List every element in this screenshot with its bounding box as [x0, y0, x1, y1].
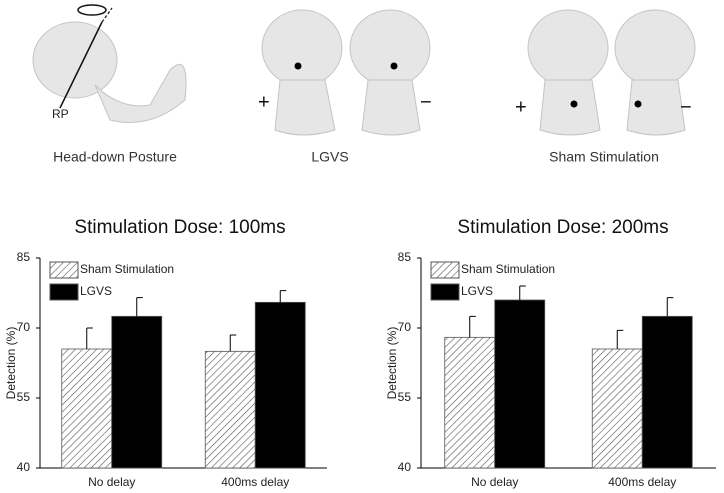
- error-bar: [519, 285, 526, 300]
- error-bar: [666, 297, 674, 317]
- caption: Sham Stimulation: [549, 149, 659, 165]
- head-down-illustration: RP: [32, 4, 187, 123]
- legend-swatch: [49, 283, 79, 301]
- plus-sign: +: [258, 91, 270, 113]
- x-tick-label: No delay: [471, 475, 518, 489]
- legend-label: LGVS: [80, 284, 112, 298]
- y-tick-label: 85: [398, 250, 412, 264]
- error-bar: [86, 327, 93, 349]
- rp-label: RP: [52, 107, 69, 121]
- y-tick-label: 85: [17, 250, 31, 264]
- y-tick-label: 70: [17, 320, 31, 334]
- y-tick-label: 55: [398, 390, 412, 404]
- y-axis-label: Detection (%): [4, 327, 18, 400]
- y-tick-label: 70: [398, 320, 412, 334]
- bar: [444, 336, 496, 469]
- legend-label: Sham Stimulation: [461, 262, 555, 276]
- error-bar: [229, 334, 237, 352]
- bar: [494, 299, 546, 469]
- error-bar: [616, 329, 624, 349]
- x-tick-label: No delay: [88, 475, 135, 489]
- chart-title: Stimulation Dose: 200ms: [457, 217, 668, 238]
- y-tick-label: 40: [17, 460, 31, 474]
- y-axis-label: Detection (%): [385, 327, 399, 400]
- legend-label: Sham Stimulation: [80, 262, 174, 276]
- x-tick-label: 400ms delay: [608, 475, 676, 489]
- error-bar: [136, 297, 143, 317]
- caption: Head-down Posture: [53, 149, 177, 165]
- bar: [111, 315, 163, 469]
- legend-label: LGVS: [461, 284, 493, 298]
- bar: [641, 315, 693, 469]
- plus-sign: +: [515, 96, 527, 118]
- minus-sign: −: [680, 96, 692, 118]
- error-bar: [279, 290, 287, 303]
- caption: LGVS: [311, 149, 348, 165]
- lgvs-illustration: + −: [258, 9, 432, 136]
- error-bar: [469, 315, 476, 338]
- y-tick-label: 40: [398, 460, 412, 474]
- legend-swatch: [430, 261, 460, 279]
- y-tick-label: 55: [17, 390, 31, 404]
- legend-swatch: [49, 261, 79, 279]
- x-tick-label: 400ms delay: [221, 475, 289, 489]
- minus-sign: −: [420, 91, 432, 113]
- sham-illustration: + −: [515, 9, 696, 136]
- bar: [591, 348, 643, 469]
- bar: [254, 301, 306, 469]
- chart-title: Stimulation Dose: 100ms: [74, 217, 285, 238]
- legend-swatch: [430, 283, 460, 301]
- bar: [61, 348, 113, 469]
- bar: [204, 350, 256, 469]
